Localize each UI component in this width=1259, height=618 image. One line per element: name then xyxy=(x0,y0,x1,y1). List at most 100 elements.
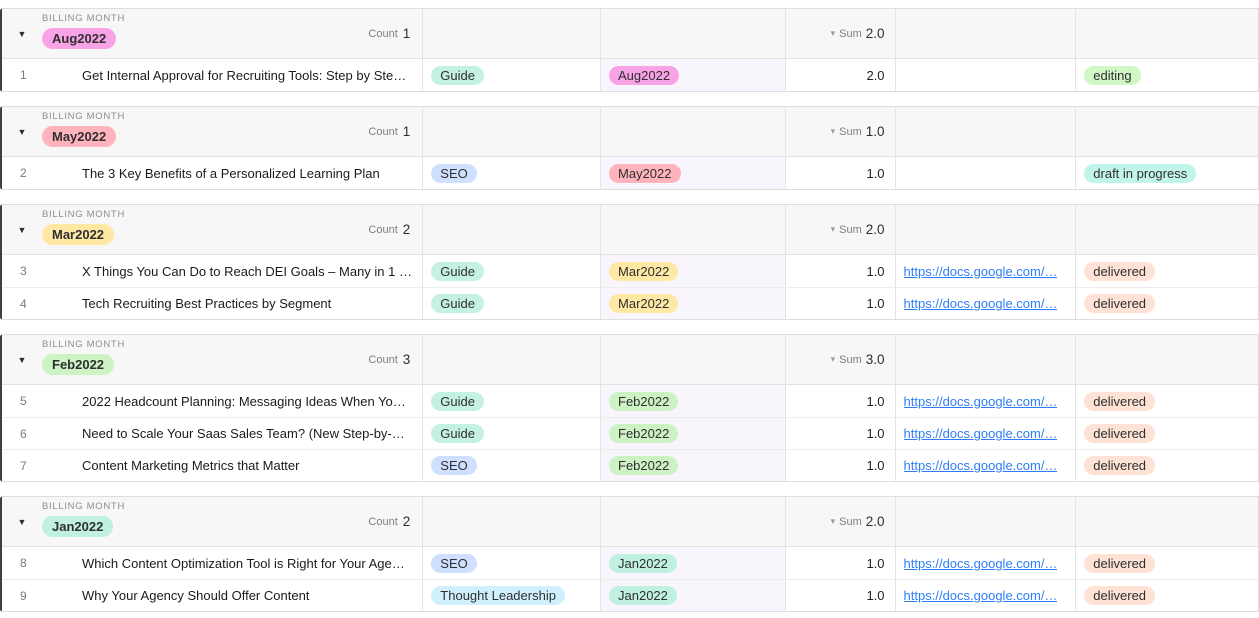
type-cell[interactable]: Guide xyxy=(422,59,600,91)
type-cell[interactable]: Guide xyxy=(422,255,600,287)
title-cell[interactable]: 5 2022 Headcount Planning: Messaging Ide… xyxy=(2,385,422,417)
header-empty-cell xyxy=(1075,9,1258,58)
link-cell[interactable]: https://docs.google.com/… xyxy=(894,255,1076,287)
doc-link[interactable]: https://docs.google.com/… xyxy=(903,588,1058,603)
sum-aggregate[interactable]: ▾ Sum 2.0 xyxy=(830,26,885,41)
title-cell[interactable]: 2 The 3 Key Benefits of a Personalized L… xyxy=(2,157,422,189)
group-value-pill: Aug2022 xyxy=(42,28,117,49)
group-value-pill: Mar2022 xyxy=(42,224,115,245)
title-cell[interactable]: 8 Which Content Optimization Tool is Rig… xyxy=(2,547,422,579)
row-number: 9 xyxy=(20,588,27,603)
header-empty-cell xyxy=(600,497,785,546)
value-cell[interactable]: 1.0 xyxy=(784,547,895,579)
doc-link[interactable]: https://docs.google.com/… xyxy=(903,458,1058,473)
type-cell[interactable]: SEO xyxy=(422,547,600,579)
link-cell[interactable]: https://docs.google.com/… xyxy=(894,418,1076,449)
group-value-pill: May2022 xyxy=(42,126,117,147)
title-cell[interactable]: 6 Need to Scale Your Saas Sales Team? (N… xyxy=(2,418,422,449)
status-cell[interactable]: delivered xyxy=(1075,450,1258,481)
sum-aggregate[interactable]: ▾ Sum 3.0 xyxy=(830,352,885,367)
row-number: 2 xyxy=(20,166,27,180)
value-cell[interactable]: 1.0 xyxy=(784,580,895,611)
link-cell[interactable]: https://docs.google.com/… xyxy=(894,580,1076,611)
month-pill: Jan2022 xyxy=(609,586,677,605)
month-pill: Feb2022 xyxy=(609,391,679,411)
title-cell[interactable]: 9 Why Your Agency Should Offer Content xyxy=(2,580,422,611)
sum-aggregate[interactable]: ▾ Sum 1.0 xyxy=(830,124,885,139)
doc-link[interactable]: https://docs.google.com/… xyxy=(903,426,1058,441)
collapse-arrow-icon[interactable]: ▼ xyxy=(17,516,27,527)
month-cell[interactable]: Feb2022 xyxy=(600,418,785,449)
title-cell[interactable]: 4 Tech Recruiting Best Practices by Segm… xyxy=(2,288,422,319)
link-cell[interactable]: https://docs.google.com/… xyxy=(894,288,1076,319)
status-pill: draft in progress xyxy=(1084,163,1197,183)
month-cell[interactable]: Mar2022 xyxy=(600,288,785,319)
status-cell[interactable]: delivered xyxy=(1075,385,1258,417)
value-cell[interactable]: 1.0 xyxy=(784,157,895,189)
type-pill: Guide xyxy=(431,65,484,85)
row-number: 7 xyxy=(20,458,27,473)
group-jan2022: ▼ BILLING MONTH Jan2022 Count 2 ▾ Sum 2.… xyxy=(0,496,1259,612)
status-pill: editing xyxy=(1084,65,1141,85)
value-cell[interactable]: 1.0 xyxy=(784,385,895,417)
table-row: 6 Need to Scale Your Saas Sales Team? (N… xyxy=(2,417,1258,449)
caret-down-icon: ▾ xyxy=(830,224,836,234)
sum-aggregate[interactable]: ▾ Sum 2.0 xyxy=(830,514,885,529)
link-cell[interactable]: https://docs.google.com/… xyxy=(894,450,1076,481)
status-cell[interactable]: editing xyxy=(1075,59,1258,91)
value-cell[interactable]: 1.0 xyxy=(784,450,895,481)
type-cell[interactable]: SEO xyxy=(422,157,600,189)
doc-link[interactable]: https://docs.google.com/… xyxy=(903,555,1058,571)
month-cell[interactable]: Feb2022 xyxy=(600,450,785,481)
status-cell[interactable]: delivered xyxy=(1075,547,1258,579)
header-empty-cell xyxy=(422,497,600,546)
link-cell[interactable]: https://docs.google.com/… xyxy=(894,547,1076,579)
status-cell[interactable]: delivered xyxy=(1075,255,1258,287)
value-cell[interactable]: 2.0 xyxy=(784,59,895,91)
type-cell[interactable]: Guide xyxy=(422,288,600,319)
status-pill: delivered xyxy=(1084,553,1156,573)
title-cell[interactable]: 7 Content Marketing Metrics that Matter xyxy=(2,450,422,481)
type-cell[interactable]: Thought Leadership xyxy=(422,580,600,611)
status-cell[interactable]: draft in progress xyxy=(1075,157,1258,189)
group-header: ▼ BILLING MONTH Jan2022 Count 2 ▾ Sum 2.… xyxy=(2,497,1258,547)
link-cell[interactable] xyxy=(894,59,1076,91)
month-cell[interactable]: Mar2022 xyxy=(600,255,785,287)
caret-down-icon: ▾ xyxy=(830,126,836,136)
row-number: 4 xyxy=(20,296,27,311)
month-cell[interactable]: May2022 xyxy=(600,157,785,189)
month-cell[interactable]: Aug2022 xyxy=(600,59,785,91)
type-pill: Guide xyxy=(431,391,484,411)
value-cell[interactable]: 1.0 xyxy=(784,288,895,319)
collapse-arrow-icon[interactable]: ▼ xyxy=(17,224,27,235)
value-cell[interactable]: 1.0 xyxy=(784,255,895,287)
status-cell[interactable]: delivered xyxy=(1075,580,1258,611)
link-cell[interactable]: https://docs.google.com/… xyxy=(894,385,1076,417)
doc-link[interactable]: https://docs.google.com/… xyxy=(903,296,1058,311)
collapse-arrow-icon[interactable]: ▼ xyxy=(17,354,27,365)
month-pill: May2022 xyxy=(609,163,681,183)
doc-link[interactable]: https://docs.google.com/… xyxy=(903,263,1058,279)
month-cell[interactable]: Jan2022 xyxy=(600,547,785,579)
title-cell[interactable]: 1 Get Internal Approval for Recruiting T… xyxy=(2,59,422,91)
status-pill: delivered xyxy=(1084,586,1156,605)
status-cell[interactable]: delivered xyxy=(1075,288,1258,319)
type-pill: SEO xyxy=(431,456,477,475)
month-cell[interactable]: Jan2022 xyxy=(600,580,785,611)
type-cell[interactable]: Guide xyxy=(422,418,600,449)
sum-aggregate[interactable]: ▾ Sum 2.0 xyxy=(830,222,885,237)
month-cell[interactable]: Feb2022 xyxy=(600,385,785,417)
doc-link[interactable]: https://docs.google.com/… xyxy=(903,393,1058,409)
type-cell[interactable]: Guide xyxy=(422,385,600,417)
header-empty-cell xyxy=(600,9,785,58)
collapse-arrow-icon[interactable]: ▼ xyxy=(17,126,27,137)
title-cell[interactable]: 3 X Things You Can Do to Reach DEI Goals… xyxy=(2,255,422,287)
group-count: Count 1 xyxy=(368,26,411,41)
table-row: 9 Why Your Agency Should Offer Content T… xyxy=(2,579,1258,611)
value-cell[interactable]: 1.0 xyxy=(784,418,895,449)
status-cell[interactable]: delivered xyxy=(1075,418,1258,449)
row-title: 2022 Headcount Planning: Messaging Ideas… xyxy=(82,393,406,409)
type-cell[interactable]: SEO xyxy=(422,450,600,481)
collapse-arrow-icon[interactable]: ▼ xyxy=(17,28,27,39)
link-cell[interactable] xyxy=(894,157,1076,189)
